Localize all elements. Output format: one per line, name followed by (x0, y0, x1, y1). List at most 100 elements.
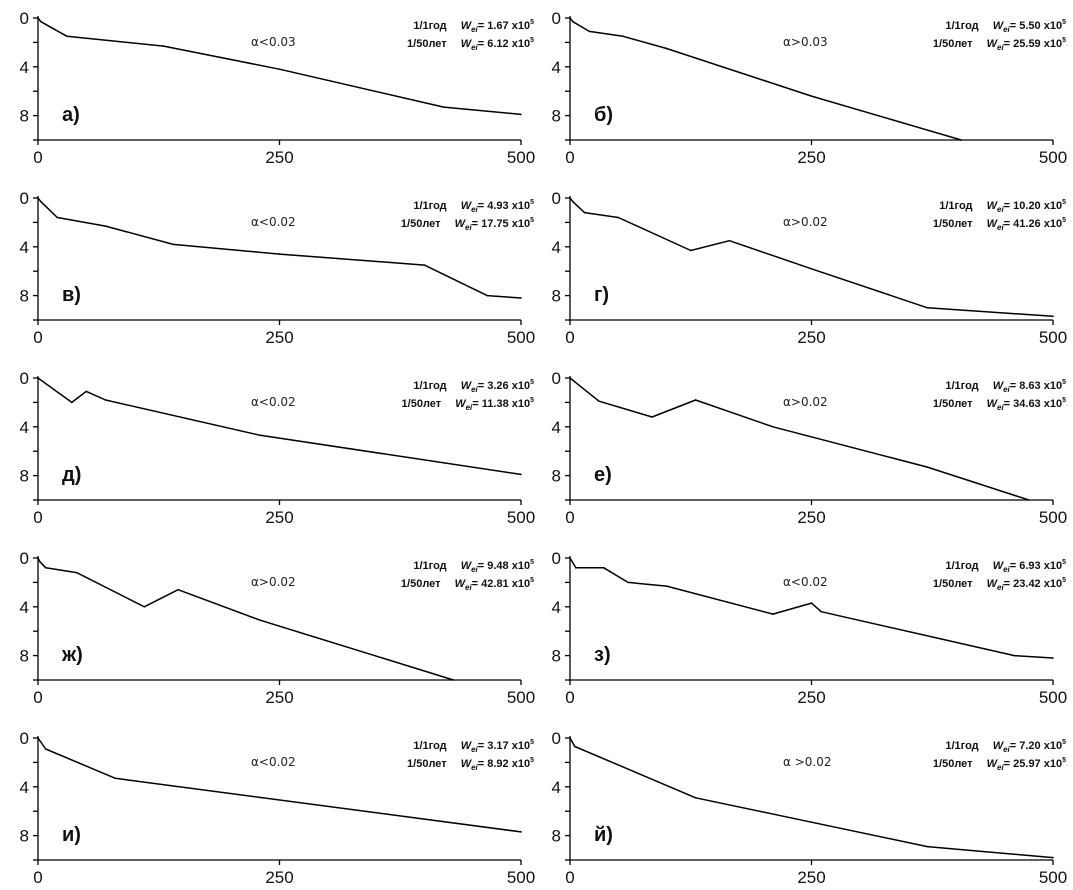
w-subscript: ei (471, 385, 478, 394)
profile-point (278, 253, 281, 255)
spacer (973, 200, 987, 212)
profile-point (37, 17, 39, 19)
spacer (979, 560, 993, 572)
panel-tag: и) (62, 824, 81, 846)
w-symbol: W (461, 20, 473, 32)
profile-point (1052, 856, 1054, 859)
w-symbol: W (461, 38, 473, 50)
profile-point (143, 606, 146, 608)
profile-point (177, 588, 179, 591)
w-subscript: ei (1003, 745, 1010, 754)
w-symbol: W (993, 380, 1005, 392)
runoff-exponent: 5 (1062, 37, 1066, 44)
profile-point (772, 613, 774, 615)
x-tick-label: 500 (1039, 328, 1067, 347)
profile-point (40, 200, 42, 203)
profile-line (37, 377, 522, 476)
profile-point (926, 466, 929, 468)
profile-point (66, 35, 68, 38)
period-label: 1/50лет (407, 38, 447, 50)
spacer (973, 758, 987, 770)
y-tick-label: 0 (20, 189, 29, 208)
runoff-row: 1/50лет Wei= 8.92 x105 (407, 757, 534, 772)
w-symbol: W (993, 20, 1005, 32)
runoff-row: 1/1год Wei= 4.93 x105 (413, 199, 534, 214)
runoff-row: 1/50лет Wei= 6.12 x105 (407, 37, 534, 52)
y-tick-label: 0 (20, 369, 29, 388)
profile-point (1013, 654, 1016, 657)
y-tick-label: 0 (552, 9, 561, 28)
runoff-value: = 6.93 x10 (1010, 560, 1062, 572)
profile-point (622, 35, 624, 38)
x-tick-label: 250 (265, 688, 293, 707)
profile-point (588, 30, 591, 33)
w-subscript: ei (997, 763, 1004, 772)
w-symbol: W (987, 200, 999, 212)
runoff-exponent: 5 (530, 37, 534, 44)
w-symbol: W (987, 758, 999, 770)
runoff-value: = 25.97 x10 (1004, 758, 1062, 770)
profile-point (37, 197, 39, 199)
profile-point (452, 679, 455, 681)
y-tick-label: 4 (20, 418, 29, 437)
y-tick-label: 4 (20, 238, 29, 257)
runoff-exponent: 5 (1062, 379, 1066, 386)
y-tick-label: 4 (552, 418, 561, 437)
x-tick-label: 250 (265, 328, 293, 347)
spacer (447, 380, 461, 392)
runoff-exponent: 5 (1062, 577, 1066, 584)
profile-line (37, 557, 454, 681)
profile-point (665, 585, 668, 587)
panel-tag: б) (594, 104, 613, 126)
x-tick-label: 500 (507, 148, 535, 167)
profile-point (926, 845, 929, 848)
w-symbol: W (987, 38, 999, 50)
runoff-value: = 6.12 x10 (478, 38, 530, 50)
y-tick-label: 4 (20, 598, 29, 617)
y-tick-label: 8 (552, 287, 561, 306)
profile-point (651, 416, 653, 418)
x-tick-label: 500 (1039, 148, 1067, 167)
profile-line (37, 17, 522, 116)
w-symbol: W (455, 578, 467, 590)
x-tick-label: 0 (565, 508, 574, 527)
x-tick-label: 500 (507, 688, 535, 707)
spacer (447, 38, 461, 50)
profile-point (569, 197, 571, 199)
w-subscript: ei (1003, 385, 1010, 394)
runoff-exponent: 5 (530, 217, 534, 224)
panel-tag: в) (62, 284, 81, 306)
x-tick-label: 250 (797, 508, 825, 527)
runoff-value: = 34.63 x10 (1004, 398, 1062, 410)
alpha-label: α<0.02 (251, 215, 296, 229)
profile-point (37, 377, 39, 379)
x-tick-label: 0 (33, 148, 42, 167)
y-tick-label: 0 (552, 189, 561, 208)
runoff-exponent: 5 (1062, 397, 1066, 404)
profile-point (162, 45, 165, 47)
profile-point (574, 745, 576, 748)
profile-point (172, 243, 174, 246)
profile-point (572, 200, 574, 203)
w-subscript: ei (471, 25, 478, 34)
profile-point (665, 47, 668, 50)
spacer (447, 740, 461, 752)
runoff-row: 1/50лет Wei= 34.63 x105 (933, 397, 1066, 412)
w-symbol: W (455, 398, 467, 410)
w-subscript: ei (997, 43, 1004, 52)
period-label: 1/50лет (933, 758, 973, 770)
w-symbol: W (461, 380, 473, 392)
spacer (979, 20, 993, 32)
period-label: 1/1год (413, 560, 446, 572)
period-label: 1/1год (945, 20, 978, 32)
profile-line (37, 197, 522, 299)
profile-point (104, 399, 107, 401)
spacer (447, 758, 461, 770)
profile-point (569, 377, 571, 379)
y-tick-label: 8 (20, 827, 29, 846)
profile-point (598, 400, 600, 403)
w-subscript: ei (465, 583, 472, 592)
